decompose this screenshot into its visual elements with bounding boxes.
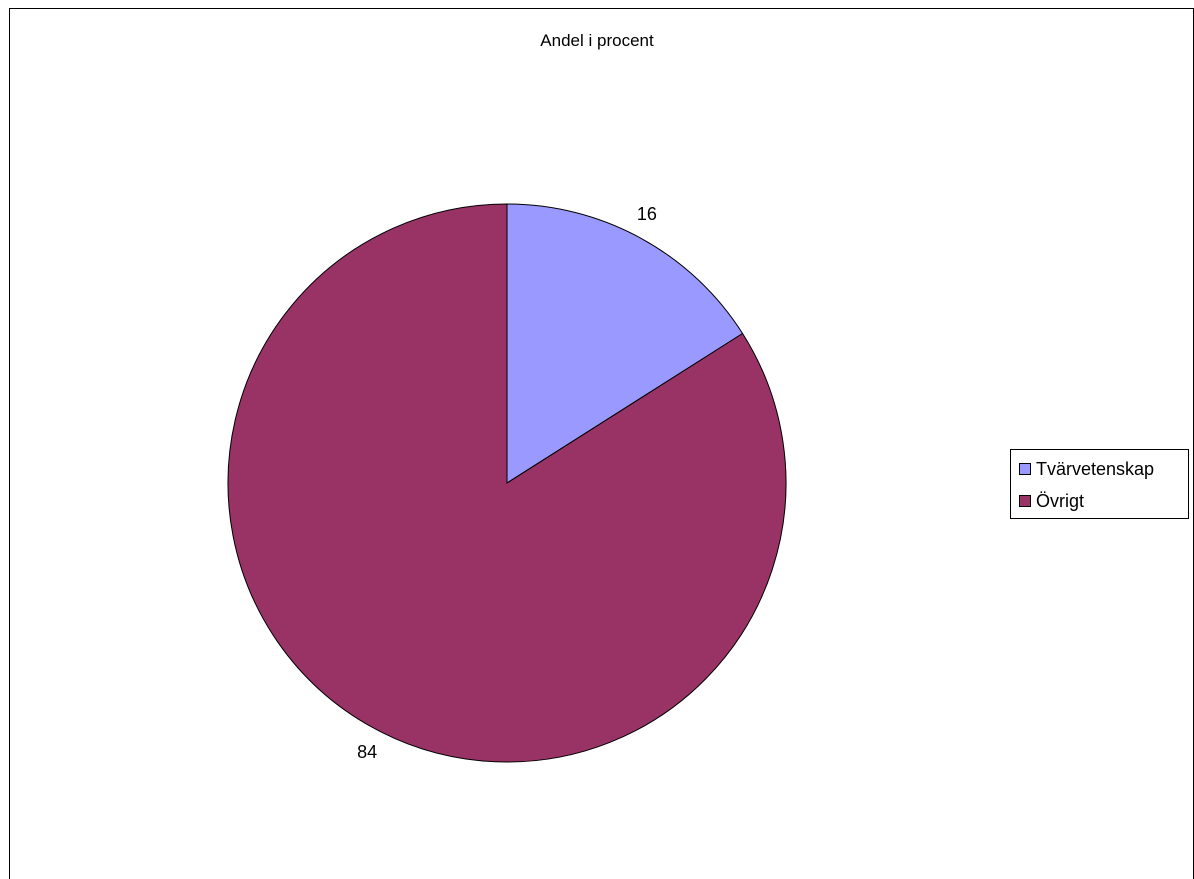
legend-label: Övrigt bbox=[1036, 490, 1085, 511]
legend-swatch-icon bbox=[1019, 495, 1031, 507]
pie-slice-0 bbox=[506, 203, 744, 484]
legend-item-tvarvetenskap: Tvärvetenskap bbox=[1019, 457, 1154, 481]
legend-label: Tvärvetenskap bbox=[1036, 458, 1155, 479]
legend: Tvärvetenskap Övrigt bbox=[1010, 449, 1189, 519]
data-label-1: 84 bbox=[357, 742, 377, 762]
chart-title: Andel i procent bbox=[540, 31, 654, 50]
pie-slice-1 bbox=[227, 203, 787, 763]
legend-item-ovrigt: Övrigt bbox=[1019, 489, 1084, 513]
data-label-0: 16 bbox=[637, 204, 657, 224]
legend-swatch-icon bbox=[1019, 463, 1031, 475]
